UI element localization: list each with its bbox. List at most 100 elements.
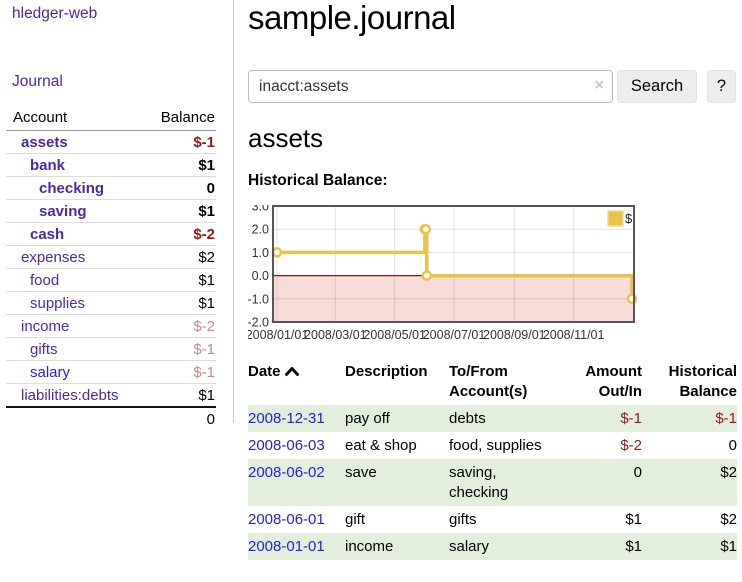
transaction-description: save bbox=[345, 459, 449, 506]
account-row: checking 0 bbox=[6, 176, 216, 200]
register-row: 2008-06-01 gift gifts $1 $2 bbox=[248, 506, 737, 533]
sidebar-account-assets[interactable]: assets bbox=[21, 133, 68, 151]
x-tick-label: 2008/03/01 bbox=[304, 328, 367, 342]
account-row: gifts $-1 bbox=[6, 337, 216, 361]
transaction-date-link[interactable]: 2008-12-31 bbox=[248, 410, 325, 427]
account-row: liabilities:debts $1 bbox=[6, 383, 216, 408]
accounts-col-balance: Balance bbox=[141, 106, 216, 131]
x-tick-label: 2008/07/01 bbox=[423, 328, 486, 342]
transaction-date-link[interactable]: 2008-06-03 bbox=[248, 437, 325, 454]
search-button[interactable]: Search bbox=[617, 70, 697, 103]
accounts-header-row: Account Balance bbox=[6, 106, 216, 131]
sidebar-item-journal[interactable]: Journal bbox=[12, 73, 63, 90]
register-row: 2008-06-03 eat & shop food, supplies $-2 0 bbox=[248, 432, 737, 459]
x-tick-label: 2008/05/01 bbox=[363, 328, 426, 342]
account-row: cash $-2 bbox=[6, 222, 216, 246]
sidebar-account-checking[interactable]: checking bbox=[39, 179, 105, 197]
help-button[interactable]: ? bbox=[707, 70, 736, 103]
transaction-balance: 0 bbox=[728, 437, 737, 454]
sidebar-account-expenses[interactable]: expenses bbox=[21, 248, 86, 266]
transaction-description: income bbox=[345, 533, 449, 560]
transaction-description: gift bbox=[345, 511, 366, 528]
transaction-balance: $2 bbox=[720, 511, 737, 528]
x-tick-label: 2008/01/01 bbox=[248, 328, 308, 342]
transaction-date-link[interactable]: 2008-06-01 bbox=[248, 511, 325, 528]
register-col-to-from: To/From Account(s) bbox=[449, 363, 528, 400]
transaction-description: eat & shop bbox=[345, 437, 417, 454]
transaction-amount: $1 bbox=[569, 533, 642, 560]
account-row: supplies $1 bbox=[6, 291, 216, 315]
y-tick-label: 3.0 bbox=[252, 205, 269, 214]
account-balance: $-2 bbox=[141, 314, 216, 338]
legend-label: $ bbox=[625, 211, 633, 226]
register-col-date[interactable]: Date bbox=[248, 362, 345, 405]
search-form: × Search ? bbox=[248, 70, 737, 103]
y-tick-label: -2.0 bbox=[248, 316, 269, 330]
sidebar-account-bank[interactable]: bank bbox=[30, 156, 66, 174]
transaction-amount: $-2 bbox=[620, 437, 642, 454]
register-col-historical: Historical Balance bbox=[668, 363, 737, 400]
register-col-description: Description bbox=[345, 363, 428, 380]
account-row: food $1 bbox=[6, 268, 216, 292]
sidebar-divider bbox=[233, 0, 234, 423]
transaction-amount: $-1 bbox=[569, 405, 642, 432]
accounts-total-row: 0 bbox=[6, 406, 216, 430]
sidebar-account-salary[interactable]: salary bbox=[30, 363, 71, 381]
y-tick-label: 0.0 bbox=[252, 269, 269, 283]
account-balance: $1 bbox=[141, 268, 216, 292]
transaction-balance: $2 bbox=[642, 459, 737, 506]
transaction-amount: 0 bbox=[569, 459, 642, 506]
transaction-accounts: debts bbox=[449, 405, 569, 432]
account-balance: $2 bbox=[141, 245, 216, 269]
legend-swatch bbox=[607, 210, 624, 227]
transaction-amount: $1 bbox=[625, 511, 642, 528]
chart-title: Historical Balance: bbox=[248, 172, 388, 189]
account-balance: $1 bbox=[141, 153, 216, 177]
account-balance: $-1 bbox=[141, 360, 216, 384]
sidebar: hledger-web Journal Account Balance asse… bbox=[0, 0, 233, 582]
account-balance: $-1 bbox=[141, 130, 216, 154]
page-title: sample.journal bbox=[248, 0, 456, 36]
account-balance: $-1 bbox=[141, 337, 216, 361]
account-row: income $-2 bbox=[6, 314, 216, 338]
sidebar-account-gifts[interactable]: gifts bbox=[30, 340, 58, 358]
accounts-table: Account Balance assets $-1 bank $1 checking 0… bbox=[6, 106, 216, 430]
sidebar-account-saving[interactable]: saving bbox=[39, 202, 87, 220]
account-row: assets $-1 bbox=[6, 130, 216, 154]
accounts-total-value: 0 bbox=[141, 406, 216, 430]
sort-ascending-icon[interactable] bbox=[284, 366, 300, 377]
transaction-accounts: food, supplies bbox=[449, 437, 542, 454]
brand-link[interactable]: hledger-web bbox=[12, 5, 98, 22]
account-balance: $1 bbox=[141, 291, 216, 315]
main-content: sample.journal × Search ? assets Histori… bbox=[248, 0, 737, 582]
sidebar-account-food[interactable]: food bbox=[30, 271, 60, 289]
y-tick-label: -1.0 bbox=[248, 292, 269, 306]
search-input[interactable] bbox=[248, 70, 613, 103]
clear-search-icon[interactable]: × bbox=[594, 77, 604, 94]
search-input-wrap: × bbox=[248, 70, 613, 103]
historical-balance-chart: $3.0 2.0 1.0 0.0 -1.0 -2.02008/01/012008/03/0… bbox=[248, 205, 638, 342]
account-row: salary $-1 bbox=[6, 360, 216, 384]
account-balance: $-2 bbox=[141, 222, 216, 246]
transaction-date-link[interactable]: 2008-06-02 bbox=[248, 464, 325, 481]
account-balance: $1 bbox=[141, 383, 216, 408]
register-row: 2008-06-02 save saving, checking 0 $2 bbox=[248, 459, 737, 506]
account-balance: 0 bbox=[141, 176, 216, 200]
sidebar-account-income[interactable]: income bbox=[21, 317, 70, 335]
register-header-row: Date Description To/From Account(s) Amount Ou… bbox=[248, 362, 737, 405]
register-row: 2008-01-01 income salary $1 $1 bbox=[248, 533, 737, 560]
transaction-date-link[interactable]: 2008-01-01 bbox=[248, 538, 325, 555]
account-heading: assets bbox=[248, 123, 324, 153]
sidebar-account-cash[interactable]: cash bbox=[30, 225, 65, 243]
account-balance: $1 bbox=[141, 199, 216, 223]
account-row: expenses $2 bbox=[6, 245, 216, 269]
account-row: saving $1 bbox=[6, 199, 216, 223]
register-col-amount: Amount Out/In bbox=[585, 363, 642, 400]
y-tick-label: 1.0 bbox=[252, 246, 269, 260]
transaction-accounts: gifts bbox=[449, 511, 477, 528]
accounts-col-account: Account bbox=[6, 106, 142, 131]
transaction-accounts: saving, checking bbox=[449, 459, 569, 506]
sidebar-account-liabilities-debts[interactable]: liabilities:debts bbox=[21, 386, 119, 404]
sidebar-account-supplies[interactable]: supplies bbox=[30, 294, 86, 312]
